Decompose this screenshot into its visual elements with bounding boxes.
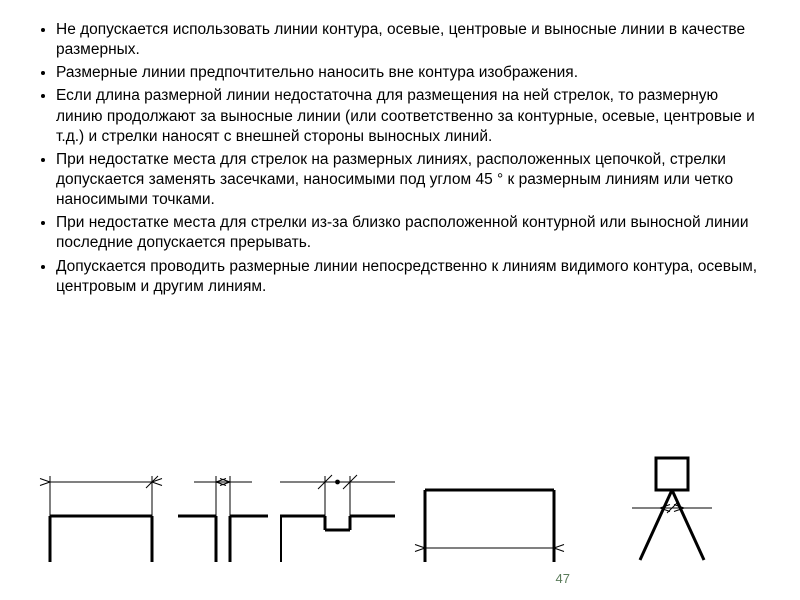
diagram-arrows-outside-icon xyxy=(36,462,166,562)
bullet-item: Если длина размерной линии недостаточна … xyxy=(56,86,764,146)
diagram-narrow-gap-icon xyxy=(178,462,268,562)
bullet-item: Не допускается использовать линии контур… xyxy=(56,20,764,60)
bullet-item: Допускается проводить размерные линии не… xyxy=(56,257,764,297)
bullet-list: Не допускается использовать линии контур… xyxy=(36,20,764,297)
diagram-break-extension-icon xyxy=(407,462,572,562)
bullet-item: При недостатке места для стрелки из-за б… xyxy=(56,213,764,253)
bullet-item: При недостатке места для стрелок на разм… xyxy=(56,150,764,210)
diagram-to-contour-icon xyxy=(584,452,724,562)
diagram-chain-serifs-icon xyxy=(280,462,395,562)
dimension-diagrams xyxy=(36,452,764,562)
bullet-item: Размерные линии предпочтительно наносить… xyxy=(56,63,764,83)
page-number: 47 xyxy=(556,571,570,586)
slide: Не допускается использовать линии контур… xyxy=(0,0,800,600)
